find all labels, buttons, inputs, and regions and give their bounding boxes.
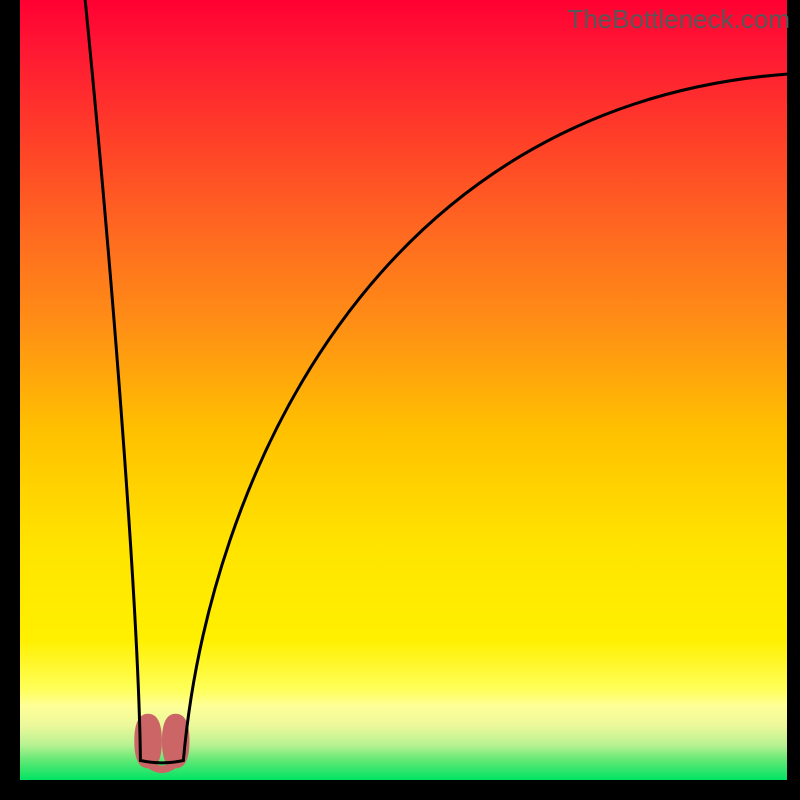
- chart-root: TheBottleneck.com: [0, 0, 800, 800]
- border-left: [0, 0, 20, 800]
- gradient-background: [20, 0, 787, 780]
- border-bottom: [0, 780, 800, 800]
- watermark-text: TheBottleneck.com: [567, 4, 790, 35]
- bottleneck-chart: [0, 0, 800, 800]
- border-right: [787, 0, 800, 800]
